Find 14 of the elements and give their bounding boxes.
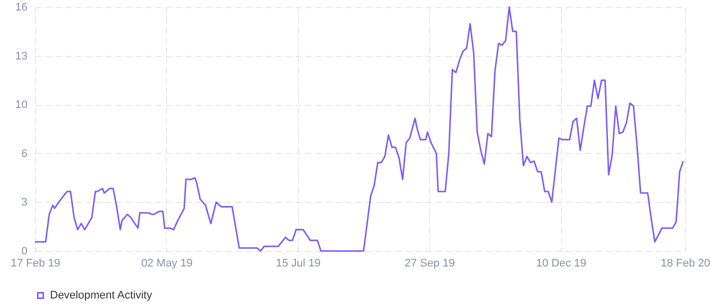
y-tick-label: 13: [15, 50, 28, 62]
y-tick-label: 6: [21, 148, 28, 160]
x-tick-label: 27 Sep 19: [404, 258, 455, 270]
line-series: [34, 6, 684, 252]
y-tick-label: 16: [15, 2, 28, 14]
x-tick-label: 02 May 19: [141, 258, 193, 270]
x-tick-label: 10 Dec 19: [536, 258, 586, 270]
x-tick-label: 15 Jul 19: [276, 258, 321, 270]
y-tick-label: 10: [15, 99, 28, 112]
y-tick-label: 3: [21, 196, 28, 209]
legend-label: Development Activity: [50, 290, 153, 302]
x-tick-label: 17 Feb 19: [10, 258, 60, 270]
y-tick-label: 0: [21, 246, 28, 258]
x-tick-label: 18 Feb 20: [660, 258, 710, 270]
